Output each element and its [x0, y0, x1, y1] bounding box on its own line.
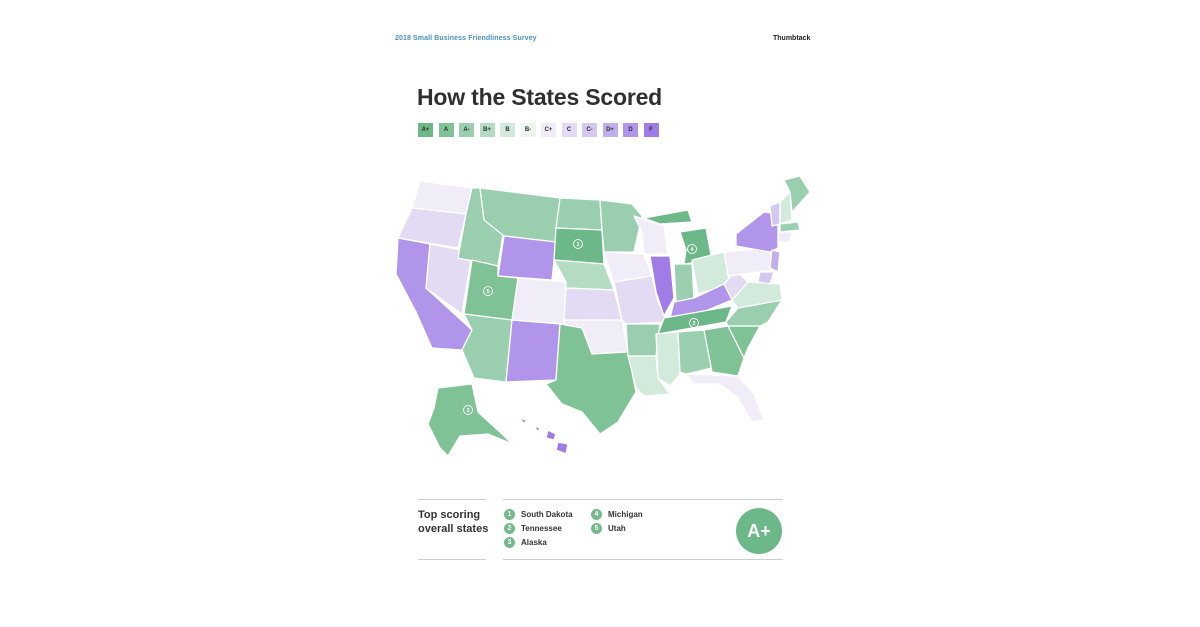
legend-chip-B-plus: B+ — [479, 123, 495, 137]
legend-chip-B: B — [500, 123, 515, 137]
state-tx — [545, 323, 637, 435]
legend-chip-B-minus: B- — [520, 123, 536, 137]
legend-chip-F: F — [643, 123, 659, 137]
grade-badge: A+ — [736, 508, 782, 554]
page-title: How the States Scored — [417, 84, 663, 110]
state-ny — [735, 211, 779, 253]
rank-number: 3 — [504, 536, 515, 548]
rank-marker: 3 — [463, 405, 473, 415]
divider-left-bottom — [418, 559, 486, 560]
state-name: Alaska — [521, 537, 547, 547]
top-states-label: Top scoring overall states — [418, 509, 489, 535]
state-md — [757, 271, 775, 285]
state-or — [397, 207, 467, 249]
state-ar — [625, 323, 661, 357]
state-wy — [497, 235, 557, 281]
legend-chip-A-minus: A- — [459, 123, 474, 137]
brand-logo-text: Thumbtack — [773, 35, 811, 42]
rank-marker-ring — [483, 286, 493, 296]
rank-marker: 4 — [687, 244, 697, 254]
state-wi — [633, 215, 669, 255]
legend-chip-C-minus: C- — [582, 123, 597, 137]
top-state-item: 4 Michigan — [591, 508, 643, 520]
state-vt — [769, 201, 781, 227]
state-hi — [519, 417, 569, 455]
rank-number: 4 — [591, 508, 602, 520]
rank-markers: 1 2 3 4 5 — [463, 239, 699, 415]
state-name: Michigan — [608, 509, 643, 519]
legend-chip-A: A — [438, 123, 454, 137]
top-state-item: 5 Utah — [591, 522, 626, 534]
legend-chip-A-plus: A+ — [418, 123, 433, 137]
state-in — [673, 263, 695, 303]
state-la — [627, 355, 671, 397]
rank-marker-ring — [573, 239, 583, 249]
rank-marker-number: 2 — [692, 321, 695, 327]
rank-marker: 5 — [483, 286, 493, 296]
divider-right-top — [503, 499, 783, 500]
state-shapes — [395, 175, 811, 457]
state-me — [783, 175, 811, 213]
survey-title: 2018 Small Business Friendliness Survey — [395, 35, 537, 42]
us-states-map: 1 2 3 4 5 — [395, 175, 811, 457]
rank-marker-number: 1 — [576, 242, 579, 248]
rank-marker-ring — [689, 318, 699, 328]
rank-marker-number: 5 — [486, 289, 489, 295]
state-fl — [685, 373, 765, 423]
rank-marker: 2 — [689, 318, 699, 328]
state-nm — [505, 319, 561, 383]
rank-number: 1 — [504, 508, 515, 520]
state-nh — [779, 191, 793, 225]
rank-number: 5 — [591, 522, 602, 534]
state-ak — [427, 383, 513, 457]
state-ms — [655, 331, 681, 387]
state-al — [677, 329, 713, 375]
legend-chip-C: C — [561, 123, 577, 137]
rank-marker-number: 4 — [690, 247, 694, 253]
state-name: Utah — [608, 523, 626, 533]
state-co — [511, 277, 567, 325]
top-state-item: 2 Tennessee — [504, 522, 562, 534]
legend-chip-D-plus: D+ — [602, 123, 618, 137]
divider-right-bottom — [503, 559, 783, 560]
state-name: Tennessee — [521, 523, 562, 533]
state-az — [461, 313, 513, 383]
rank-number: 2 — [504, 522, 515, 534]
state-mn — [599, 199, 643, 253]
state-ks — [563, 287, 623, 321]
legend-chip-D: D — [623, 123, 638, 137]
state-ma — [779, 221, 801, 233]
state-nd — [555, 197, 603, 231]
state-ct — [777, 231, 793, 243]
rank-marker: 1 — [573, 239, 583, 249]
state-nj — [769, 249, 781, 273]
rank-marker-number: 3 — [466, 408, 469, 414]
rank-marker-ring — [463, 405, 473, 415]
rank-marker-ring — [687, 244, 697, 254]
divider-left-top — [418, 499, 486, 500]
state-nv — [425, 243, 473, 315]
state-il — [649, 255, 675, 317]
top-state-item: 1 South Dakota — [504, 508, 573, 520]
state-name: South Dakota — [521, 509, 573, 519]
top-state-item: 3 Alaska — [504, 536, 547, 548]
legend-chip-C-plus: C+ — [541, 123, 556, 137]
